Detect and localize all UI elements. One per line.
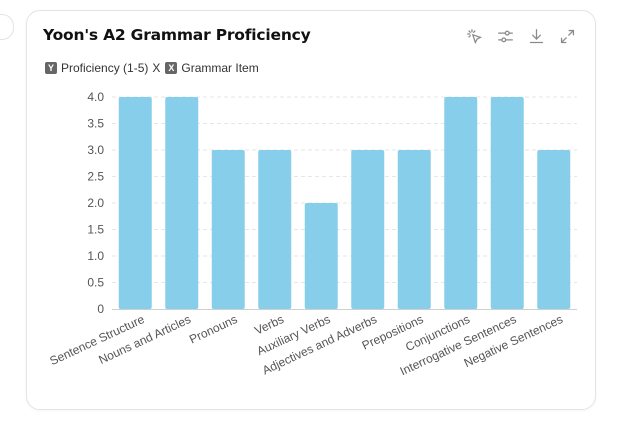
bar (397, 150, 431, 309)
x-axis-badge: X (165, 62, 178, 74)
bar (258, 150, 292, 309)
y-axis-badge: Y (45, 62, 57, 74)
bar (537, 150, 571, 309)
chart-title: Yoon's A2 Grammar Proficiency (43, 26, 311, 44)
y-tick-label: 3.5 (87, 117, 104, 131)
bar (211, 150, 245, 309)
x-tick-label: Pronouns (187, 312, 239, 346)
y-tick-label: 2.5 (87, 170, 104, 184)
filter-sliders-icon[interactable] (496, 27, 515, 46)
expand-icon[interactable] (558, 27, 577, 46)
y-tick-label: 3.0 (87, 143, 104, 157)
y-tick-label: 0.5 (87, 276, 104, 290)
bar (118, 97, 152, 309)
x-axis-legend-label: Grammar Item (181, 61, 259, 75)
bar (351, 150, 385, 309)
bar (444, 97, 478, 309)
y-tick-label: 2.0 (87, 196, 104, 210)
chart-toolbar (465, 27, 577, 46)
legend-separator: X (152, 61, 161, 75)
download-icon[interactable] (527, 27, 546, 46)
bar (304, 203, 338, 309)
y-tick-label: 1.5 (87, 223, 104, 237)
bar (165, 97, 199, 309)
axis-legend: Y Proficiency (1-5) X X Grammar Item (45, 61, 259, 75)
y-axis-legend-label: Proficiency (1-5) (61, 61, 149, 75)
bar (490, 97, 524, 309)
y-tick-label: 1.0 (87, 249, 104, 263)
lasso-select-icon[interactable] (465, 27, 484, 46)
y-tick-label: 0 (97, 302, 104, 316)
y-tick-label: 4.0 (87, 90, 104, 104)
